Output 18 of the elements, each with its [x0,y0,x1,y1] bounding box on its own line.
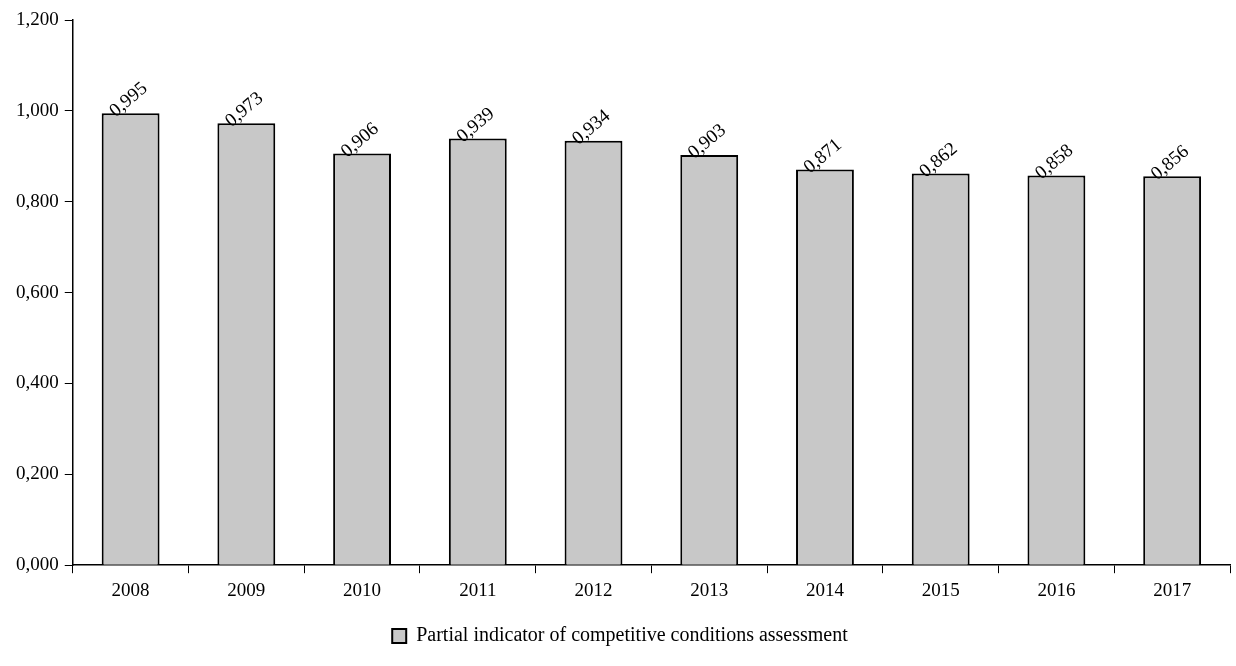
y-tick-label: 0,200 [16,462,59,484]
x-tick-label: 2011 [459,578,497,600]
y-tick-label: 0,600 [16,280,59,302]
x-tick-label: 2015 [921,578,960,600]
legend-label: Partial indicator of competitive conditions assessment [416,623,849,647]
x-tick-label: 2012 [574,578,613,600]
x-tick-label: 2016 [1037,578,1076,600]
y-tick-label: 1,000 [16,98,59,120]
y-tick-label: 0,800 [16,189,59,211]
x-tick-label: 2013 [690,578,729,600]
y-tick-label: 0,400 [16,371,59,393]
x-tick-label: 2017 [1153,578,1192,600]
x-tick-label: 2010 [343,578,382,600]
y-tick-label: 1,200 [16,7,59,29]
y-tick-label: 0,000 [16,553,59,575]
x-tick-label: 2008 [111,578,150,600]
x-tick-label: 2009 [227,578,266,600]
x-tick-label: 2014 [805,578,845,600]
